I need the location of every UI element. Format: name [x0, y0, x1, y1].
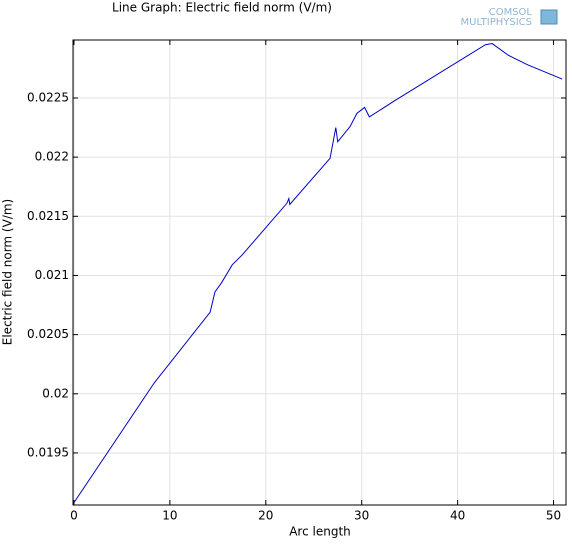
x-tick-label: 0 [70, 509, 78, 523]
x-axis-label: Arc length [289, 525, 351, 539]
x-tick-label: 10 [162, 509, 177, 523]
y-tick-label: 0.0215 [27, 209, 69, 223]
y-tick-label: 0.0195 [27, 445, 69, 459]
x-tick-label: 50 [546, 509, 561, 523]
logo-icon [540, 9, 558, 25]
y-tick-label: 0.022 [35, 150, 69, 164]
y-tick-label: 0.02 [42, 386, 69, 400]
y-axis-label: Electric field norm (V/m) [1, 199, 15, 345]
logo-text: MULTIPHYSICS [461, 17, 532, 28]
y-tick-label: 0.021 [35, 268, 69, 282]
data-line [73, 43, 563, 503]
x-tick-label: 20 [258, 509, 273, 523]
plot-frame [72, 39, 567, 506]
x-tick-label: 30 [354, 509, 369, 523]
y-tick-label: 0.0205 [27, 327, 69, 341]
logo-text: COMSOL [489, 7, 533, 18]
x-tick-label: 40 [450, 509, 465, 523]
chart-title: Line Graph: Electric field norm (V/m) [112, 1, 332, 15]
y-tick-label: 0.0225 [27, 90, 69, 104]
